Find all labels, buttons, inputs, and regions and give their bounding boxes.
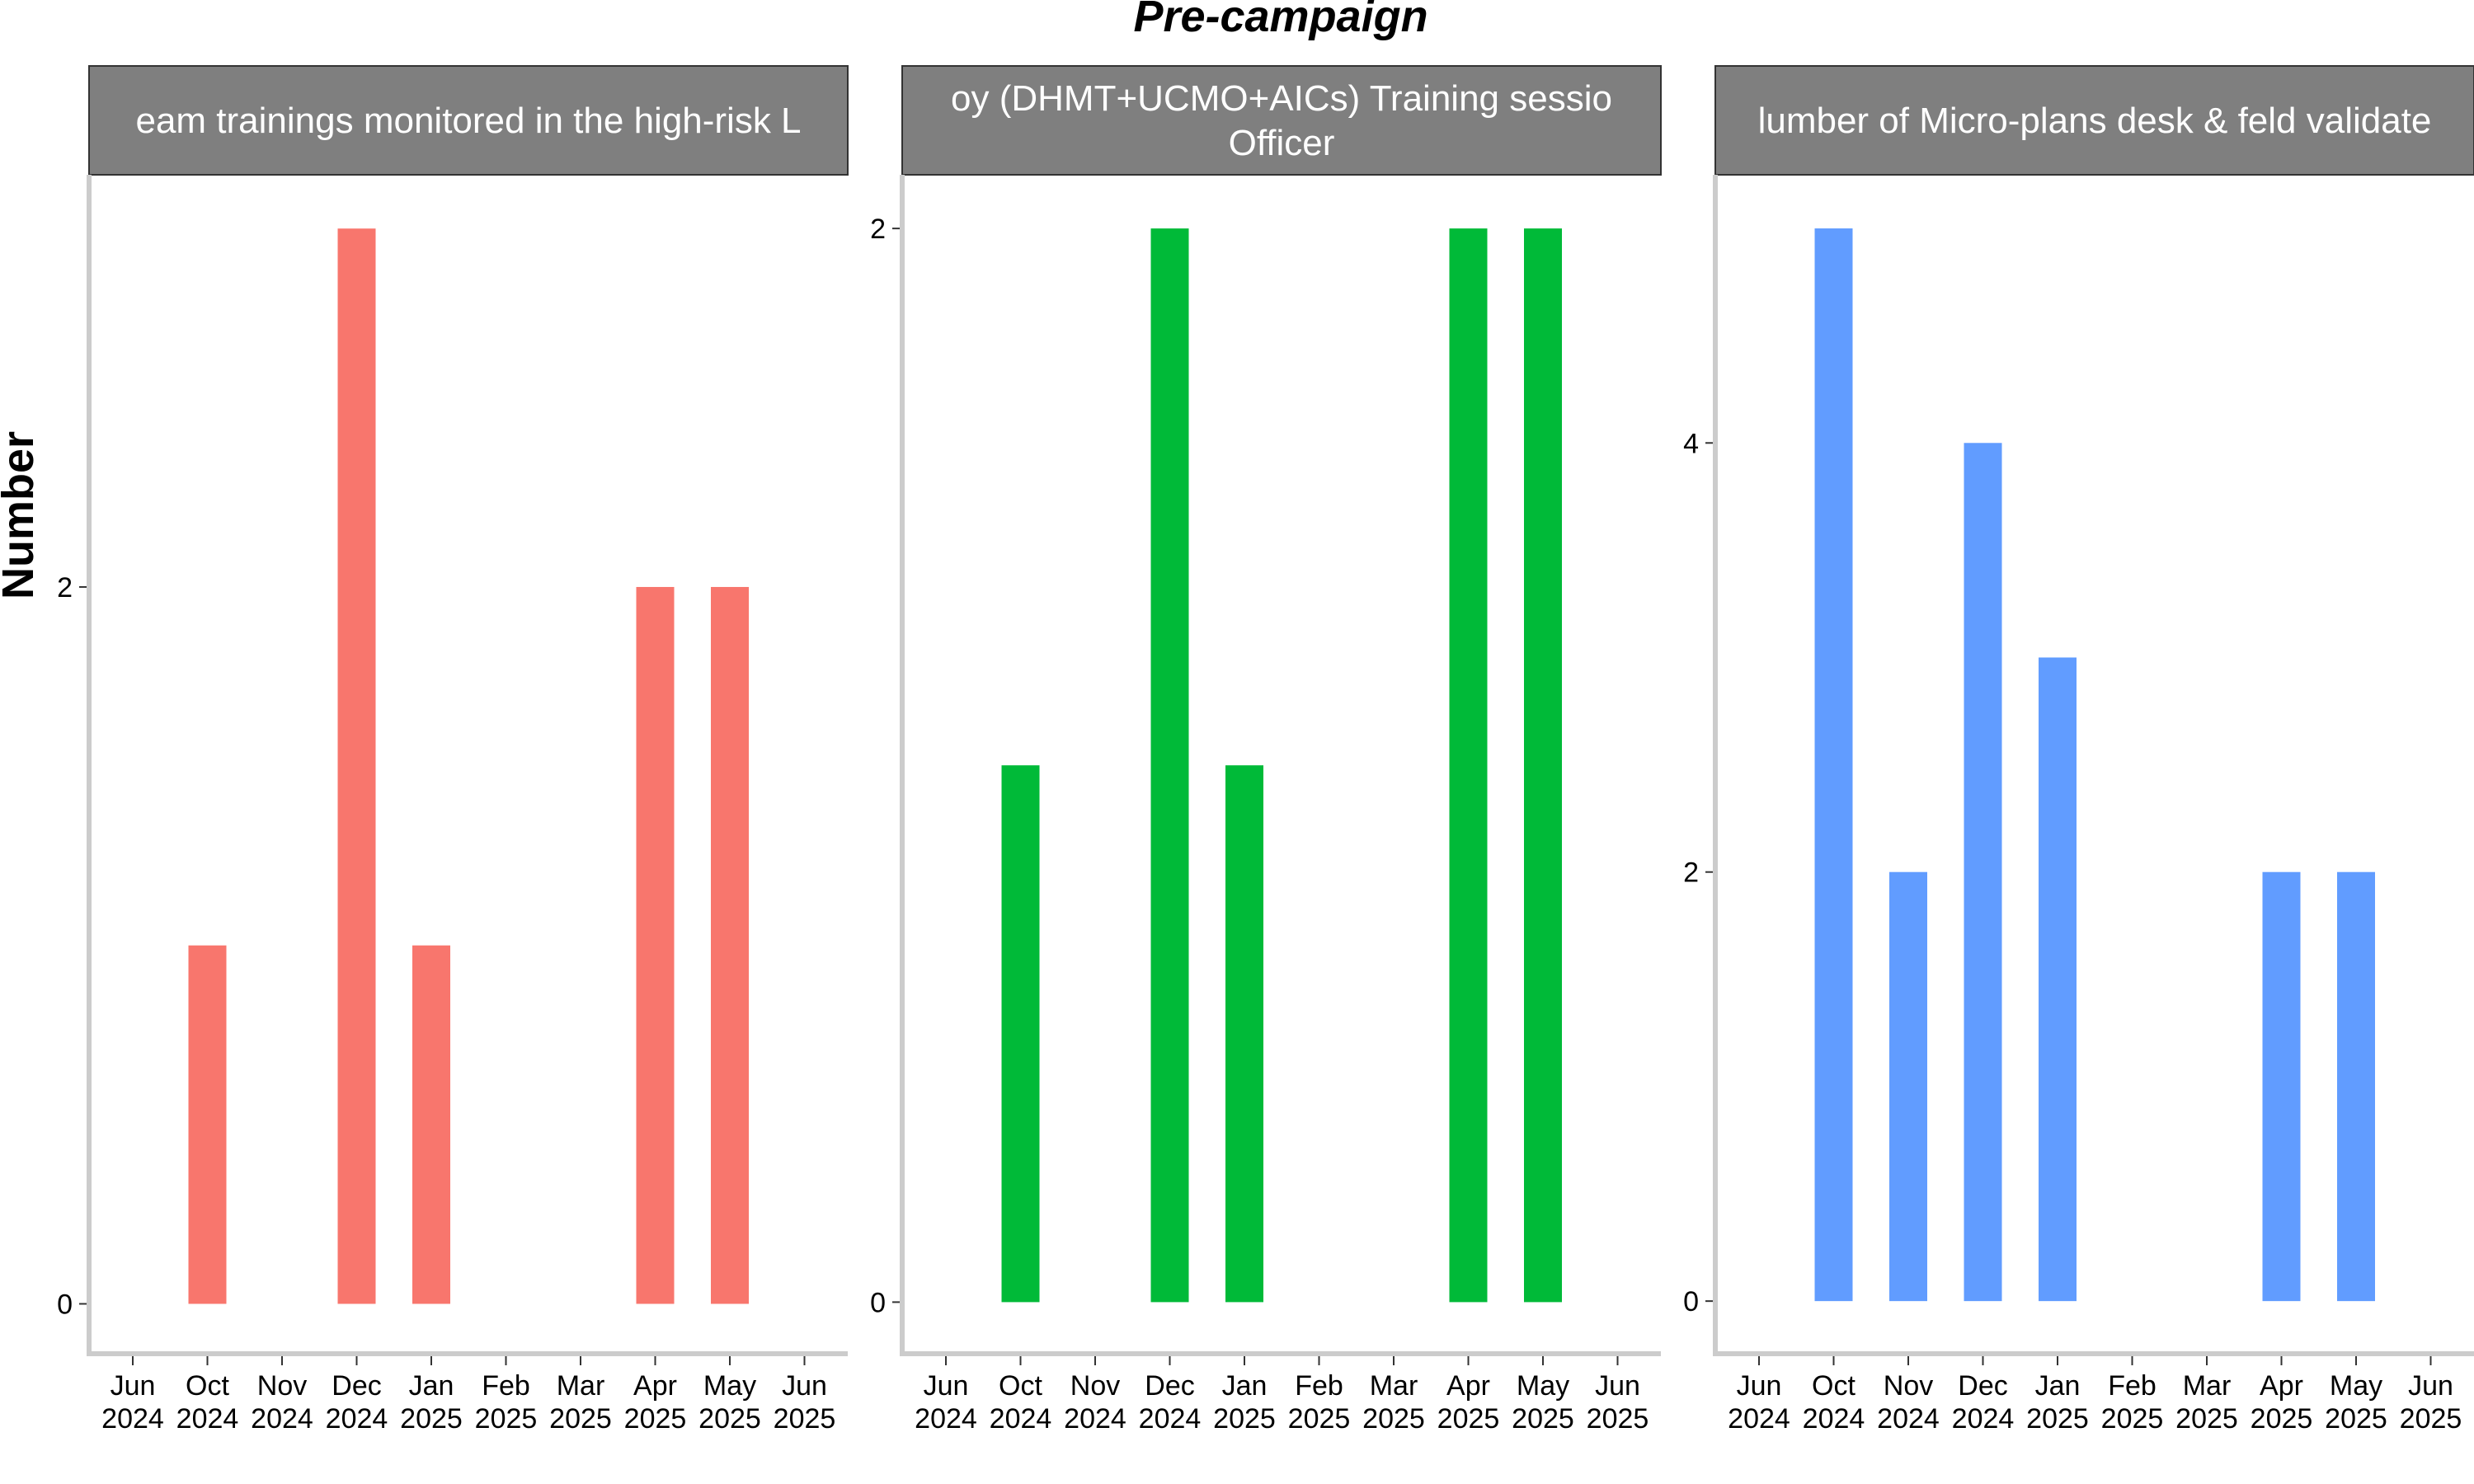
bar — [2337, 871, 2375, 1302]
y-tick-label: 0 — [1683, 1286, 1699, 1317]
facet-strip-label: Officer — [1229, 123, 1335, 163]
x-tick-label-month: Jun — [782, 1370, 827, 1402]
x-tick-label-month: Jun — [924, 1370, 969, 1402]
x-tick-label-year: 2025 — [2026, 1403, 2089, 1435]
x-tick-label-month: Mar — [557, 1370, 605, 1402]
x-tick-label-year: 2024 — [1803, 1403, 1865, 1435]
x-tick-label-year: 2025 — [1437, 1403, 1500, 1435]
bar — [2039, 657, 2077, 1302]
facet-strip — [1714, 65, 2474, 176]
x-tick-label-month: Jan — [1222, 1370, 1268, 1402]
x-tick-label-month: Nov — [257, 1370, 307, 1402]
x-tick-label-year: 2025 — [1587, 1403, 1649, 1435]
bar — [1001, 765, 1040, 1303]
x-tick-label-month: Jun — [111, 1370, 156, 1402]
bar — [188, 945, 227, 1304]
x-tick-label-month: Nov — [1884, 1370, 1933, 1402]
bar — [2262, 871, 2301, 1302]
x-tick-label-month: May — [1517, 1370, 1569, 1402]
x-tick-label-year: 2024 — [1877, 1403, 1940, 1435]
x-tick-label-month: Dec — [1958, 1370, 2007, 1402]
x-tick-label-month: Oct — [999, 1370, 1042, 1402]
x-tick-label-month: May — [703, 1370, 756, 1402]
x-tick-label-year: 2025 — [1362, 1403, 1425, 1435]
x-tick-label-year: 2025 — [2101, 1403, 2164, 1435]
x-tick-label-year: 2024 — [1952, 1403, 2015, 1435]
y-tick-label: 2 — [1683, 857, 1699, 889]
x-tick-label-year: 2025 — [549, 1403, 612, 1435]
x-tick-label-month: Jan — [409, 1370, 454, 1402]
x-tick-label-month: Apr — [633, 1370, 677, 1402]
x-tick-label-year: 2024 — [1064, 1403, 1126, 1435]
x-tick-label-year: 2025 — [2325, 1403, 2387, 1435]
y-axis-label: Number — [0, 431, 43, 599]
x-tick-label-year: 2025 — [475, 1403, 538, 1435]
x-tick-label-month: Jan — [2035, 1370, 2081, 1402]
x-tick-label-year: 2024 — [990, 1403, 1052, 1435]
bar — [1225, 765, 1263, 1303]
x-tick-label-month: Feb — [482, 1370, 530, 1402]
x-tick-label-year: 2024 — [176, 1403, 239, 1435]
x-tick-label-month: Oct — [186, 1370, 229, 1402]
x-tick-label-year: 2025 — [2175, 1403, 2238, 1435]
x-tick-label-year: 2025 — [1512, 1403, 1574, 1435]
facet-panel-2: oy (DHMT+UCMO+AICs) Training sessioOffic… — [870, 65, 1662, 1435]
x-tick-label-year: 2024 — [326, 1403, 388, 1435]
chart-title: Pre-campaign — [1133, 0, 1427, 41]
bar — [1150, 228, 1189, 1303]
bar — [1889, 871, 1927, 1302]
x-tick-label-year: 2025 — [2251, 1403, 2313, 1435]
facet-strip — [88, 65, 849, 176]
bar — [711, 586, 749, 1304]
bar — [1449, 228, 1488, 1303]
x-tick-label-month: Dec — [1145, 1370, 1194, 1402]
bar — [337, 228, 376, 1304]
facet-strip-label: eam trainings monitored in the high-risk… — [135, 101, 801, 141]
y-tick-label: 2 — [57, 572, 73, 603]
x-tick-label-year: 2024 — [251, 1403, 313, 1435]
x-tick-label-month: Oct — [1812, 1370, 1856, 1402]
facet-panel-1: eam trainings monitored in the high-risk… — [57, 65, 849, 1435]
x-tick-label-year: 2025 — [1213, 1403, 1276, 1435]
facet-strip-label: lumber of Micro-plans desk & feld valida… — [1758, 101, 2432, 141]
facet-panel-3: lumber of Micro-plans desk & feld valida… — [1683, 65, 2474, 1435]
x-tick-label-month: Jun — [2408, 1370, 2453, 1402]
y-tick-label: 0 — [870, 1287, 886, 1318]
y-tick-label: 2 — [870, 214, 886, 245]
x-tick-label-month: Feb — [1295, 1370, 1343, 1402]
x-tick-label-year: 2025 — [1288, 1403, 1351, 1435]
x-tick-label-month: Jun — [1737, 1370, 1782, 1402]
x-tick-label-year: 2024 — [101, 1403, 164, 1435]
x-tick-label-year: 2025 — [400, 1403, 463, 1435]
bar — [636, 586, 675, 1304]
x-tick-label-year: 2024 — [1728, 1403, 1790, 1435]
x-tick-label-year: 2025 — [774, 1403, 836, 1435]
x-tick-label-year: 2024 — [915, 1403, 977, 1435]
facet-strip-label: oy (DHMT+UCMO+AICs) Training sessio — [951, 78, 1612, 119]
facet-strip — [901, 65, 1662, 176]
bar — [1814, 228, 1853, 1302]
bar — [1524, 228, 1562, 1303]
x-tick-label-month: Apr — [1446, 1370, 1490, 1402]
x-tick-label-year: 2024 — [1139, 1403, 1202, 1435]
x-tick-label-month: Jun — [1595, 1370, 1640, 1402]
x-tick-label-month: Dec — [332, 1370, 381, 1402]
x-tick-label-month: Nov — [1070, 1370, 1120, 1402]
x-tick-label-month: Feb — [2108, 1370, 2157, 1402]
x-tick-label-month: Mar — [2183, 1370, 2232, 1402]
x-tick-label-month: Mar — [1370, 1370, 1418, 1402]
x-tick-label-year: 2025 — [624, 1403, 687, 1435]
bar — [412, 945, 450, 1304]
x-tick-label-year: 2025 — [698, 1403, 761, 1435]
x-tick-label-month: Apr — [2260, 1370, 2303, 1402]
y-tick-label: 0 — [57, 1289, 73, 1320]
x-tick-label-year: 2025 — [2400, 1403, 2462, 1435]
y-tick-label: 4 — [1683, 428, 1699, 459]
facet-panels: eam trainings monitored in the high-risk… — [57, 65, 2474, 1435]
x-tick-label-month: May — [2330, 1370, 2382, 1402]
bar — [1964, 443, 2002, 1302]
